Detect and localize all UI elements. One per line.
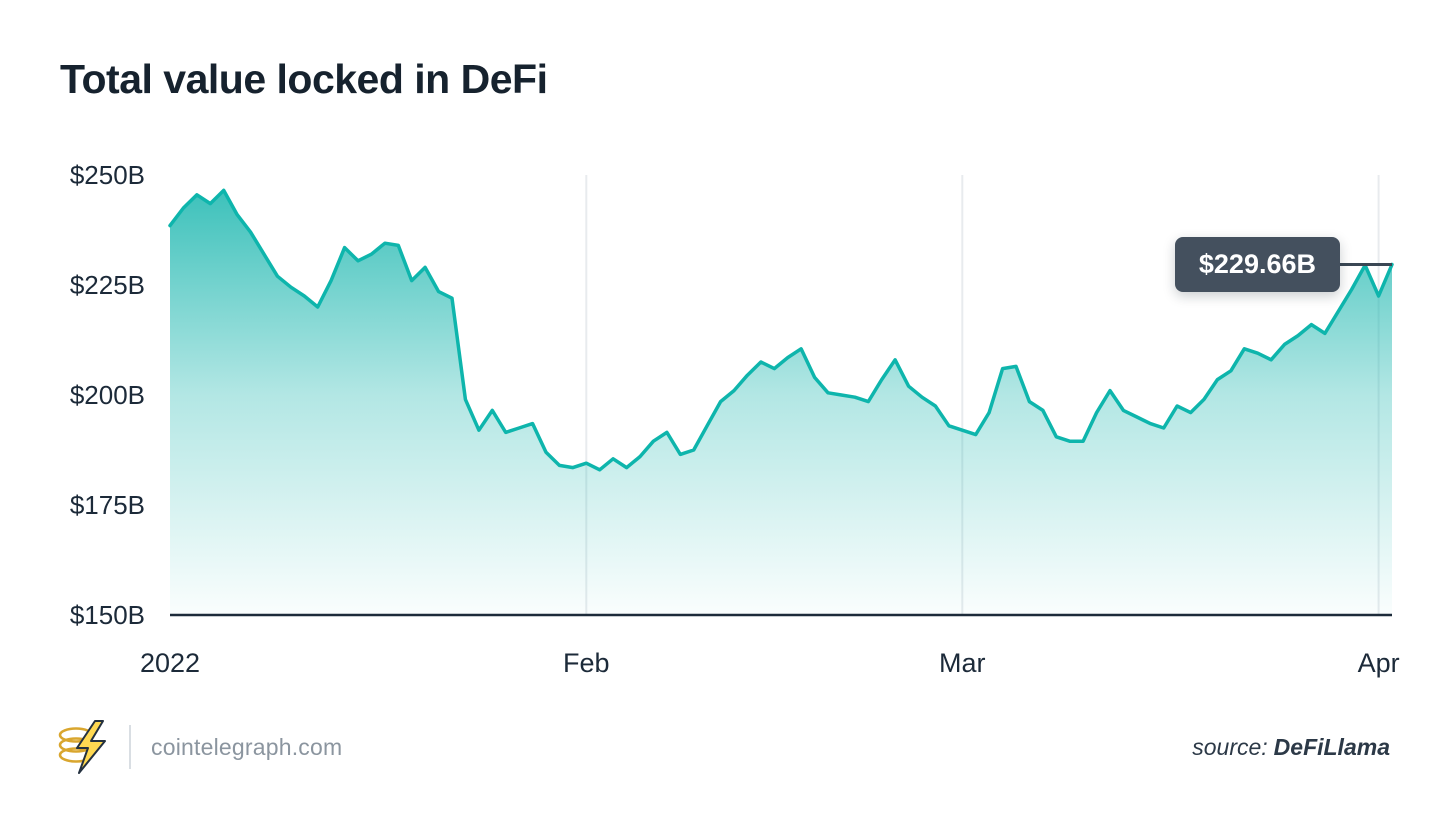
area-fill [170, 190, 1392, 615]
x-tick-label: Mar [939, 648, 986, 678]
x-tick-label: Feb [563, 648, 610, 678]
source-credit: source: DeFiLlama [1192, 734, 1390, 761]
source-label: source: [1192, 734, 1268, 760]
source-name: DeFiLlama [1273, 734, 1390, 760]
x-tick-label: 2022 [140, 648, 200, 678]
value-tooltip: $229.66B [1174, 237, 1340, 293]
y-tick-label: $225B [70, 270, 145, 300]
y-tick-label: $150B [70, 600, 145, 630]
y-tick-label: $200B [70, 380, 145, 410]
y-tick-label: $250B [70, 160, 145, 190]
footer: cointelegraph.com source: DeFiLlama [0, 712, 1450, 802]
chart-canvas: $150B $175B $200B $225B $250B 2022 Feb Mar Apr [70, 160, 1400, 678]
tooltip-value: $229.66B [1198, 249, 1316, 280]
y-tick-label: $175B [70, 490, 145, 520]
x-tick-label: Apr [1358, 648, 1400, 678]
brand-divider [129, 725, 131, 769]
brand: cointelegraph.com [55, 720, 342, 774]
cointelegraph-logo-icon [58, 720, 106, 774]
lightning-bolt-icon [76, 720, 106, 774]
site-name: cointelegraph.com [151, 733, 343, 760]
trend-line [168, 188, 1394, 472]
chart-title: Total value locked in DeFi [60, 56, 548, 102]
